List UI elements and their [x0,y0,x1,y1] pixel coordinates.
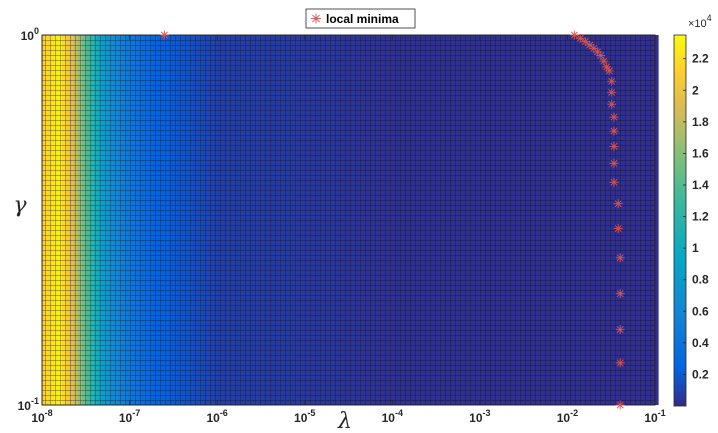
colorbar-tick-label: 2.2 [692,52,709,66]
y-axis-ticks: 10-1 100 [18,26,47,413]
colorbar-tick-label: 1.6 [692,146,709,160]
local-minima-point [609,126,619,136]
y-tick-label: 10-1 [18,396,39,413]
local-minima-point [575,33,585,43]
y-tick-label: 100 [21,26,39,43]
legend-box [305,8,416,29]
local-minima-series [159,30,625,410]
local-minima-point [615,289,625,299]
x-tick-label: 10-6 [206,408,227,425]
local-minima-point [607,99,617,109]
local-minima-point [159,30,169,40]
colorbar-tick-label: 0.8 [692,273,709,287]
x-tick-label: 10-8 [31,408,52,425]
local-minima-point [607,76,617,86]
colorbar-tick-label: 1 [692,241,699,255]
local-minima-point [585,40,595,50]
local-minima-point [607,87,617,97]
local-minima-point [613,199,623,209]
colorbar-gradient-bar [673,34,687,407]
x-tick-label: 10-5 [294,408,315,425]
legend-label: local minima [326,12,399,26]
local-minima-point [615,400,625,410]
x-tick-label: 10-3 [469,408,490,425]
plot-frame [41,34,656,406]
colorbar-tick-label: 2 [692,83,699,97]
legend: local minima [305,8,416,29]
grid-overlay [42,35,655,405]
legend-asterisk [311,13,321,24]
local-minima-point [609,112,619,122]
local-minima-point [609,177,619,187]
heat-column [654,35,659,405]
local-minima-point [604,66,614,76]
local-minima-point [609,141,619,151]
x-tick-label: 10-4 [382,408,403,425]
x-tick-label: 10-7 [119,408,140,425]
colorbar-tick-label: 1.4 [692,178,709,192]
local-minima-point [613,223,623,233]
local-minima-point [580,37,590,47]
x-axis-ticks: 10-8 10-7 10-6 10-5 10-4 10-3 10-2 10-1 [31,35,666,425]
colorbar-tick-label: 0.4 [692,336,709,350]
legend-marker-asterisk-icon [311,13,321,24]
colorbar-tick-label: 1.2 [692,210,709,224]
local-minima-point [615,324,625,334]
local-minima-point [615,358,625,368]
local-minima-point [615,253,625,263]
colorbar-ticks: 0.2 0.4 0.6 0.8 1 1.2 1.4 1.6 1.8 2 2.2 [683,52,709,381]
x-axis-label: λ [337,409,352,433]
local-minima-point [602,62,612,72]
x-tick-label: 10-1 [644,408,665,425]
colorbar-tick-label: 1.8 [692,115,709,129]
colorbar-tick-label: 0.2 [692,367,709,381]
y-axis-label: γ [13,193,27,218]
colorbar: 0.2 0.4 0.6 0.8 1 1.2 1.4 1.6 1.8 2 2.2 ×104 [673,13,712,407]
colorbar-multiplier: ×104 [688,13,712,30]
local-minima-point [609,158,619,168]
colorbar-tick-label: 0.6 [692,304,709,318]
x-tick-label: 10-2 [557,408,578,425]
